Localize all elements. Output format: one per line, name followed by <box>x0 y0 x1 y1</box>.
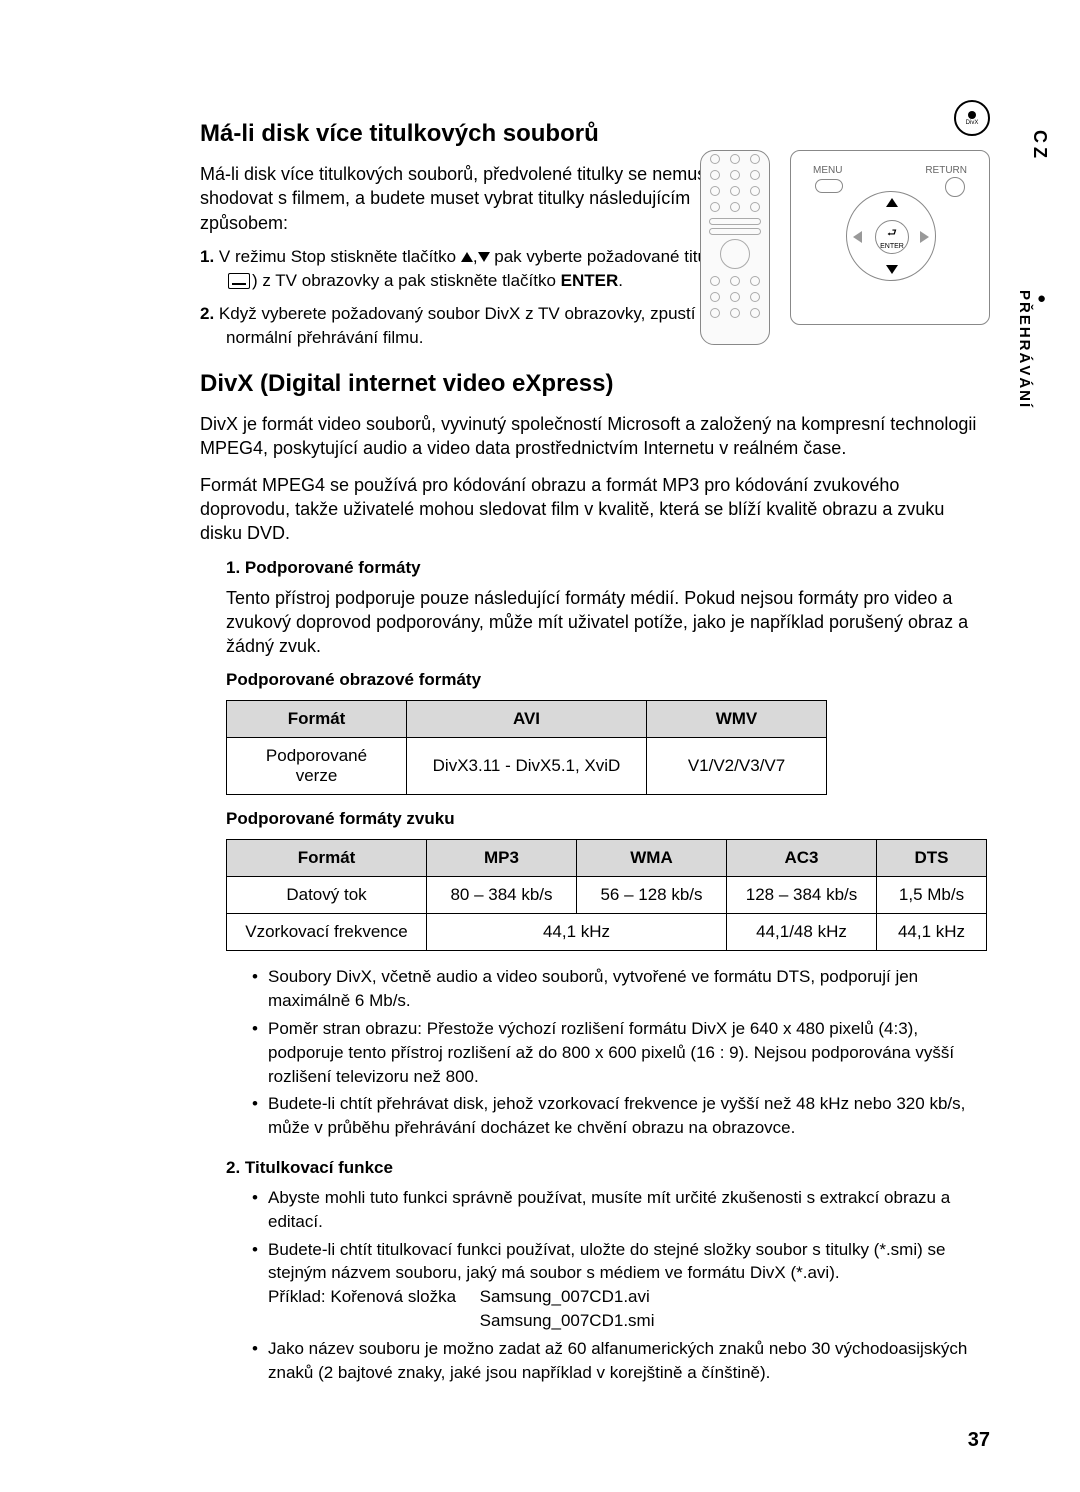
section1-title: Má-li disk více titulkových souborů <box>200 120 990 148</box>
down-arrow-icon <box>478 252 490 262</box>
t2-h1: MP3 <box>427 840 577 877</box>
notes-list-1: Soubory DivX, včetně audio a video soubo… <box>252 965 990 1140</box>
menu-button-icon <box>815 179 843 193</box>
return-label: RETURN <box>925 165 967 176</box>
t2-r1c0: Datový tok <box>227 877 427 914</box>
t2-r1c3: 128 – 384 kb/s <box>727 877 877 914</box>
note2-c: Jako název souboru je možno zadat až 60 … <box>252 1337 990 1385</box>
section1-step1: 1. V režimu Stop stiskněte tlačítko , pa… <box>200 245 760 293</box>
t1-r0c0: Podporované verze <box>227 738 407 795</box>
t2-h4: DTS <box>877 840 987 877</box>
audio-formats-table: Formát MP3 WMA AC3 DTS Datový tok 80 – 3… <box>226 839 987 951</box>
return-button-icon <box>945 177 965 197</box>
side-tab-language: CZ <box>1029 130 1050 162</box>
t2-r1c2: 56 – 128 kb/s <box>577 877 727 914</box>
section2-p2: Formát MPEG4 se používá pro kódování obr… <box>200 473 990 546</box>
t2-h3: AC3 <box>727 840 877 877</box>
t2-r2c0: Vzorkovací frekvence <box>227 914 427 951</box>
t2-r1c1: 80 – 384 kb/s <box>427 877 577 914</box>
section2-p1: DivX je formát video souborů, vyvinutý s… <box>200 412 990 461</box>
t2-r2c4: 44,1 kHz <box>877 914 987 951</box>
divx-disc-icon: DivX <box>954 100 990 136</box>
subtitle-function-heading: 2. Titulkovací funkce <box>226 1158 990 1178</box>
video-formats-table: Formát AVI WMV Podporované verze DivX3.1… <box>226 700 827 795</box>
t1-h1: AVI <box>407 701 647 738</box>
note2-b: Budete-li chtít titulkovací funkci použí… <box>252 1238 990 1333</box>
note-1: Soubory DivX, včetně audio a video soubo… <box>252 965 990 1013</box>
t2-r2-merged: 44,1 kHz <box>427 914 727 951</box>
t1-r0c2: V1/V2/V3/V7 <box>647 738 827 795</box>
note-3: Budete-li chtít přehrávat disk, jehož vz… <box>252 1092 990 1140</box>
remote-nav-detail: MENU RETURN ⮐ ENTER <box>790 150 990 325</box>
section1-intro: Má-li disk více titulkových souborů, pře… <box>200 162 760 235</box>
note2-a: Abyste mohli tuto funkci správně používa… <box>252 1186 990 1234</box>
supported-formats-heading: 1. Podporované formáty <box>226 558 990 578</box>
section1-step2: 2. Když vyberete požadovaný soubor DivX … <box>200 302 760 350</box>
t1-h0: Formát <box>227 701 407 738</box>
t1-h2: WMV <box>647 701 827 738</box>
t2-r1c4: 1,5 Mb/s <box>877 877 987 914</box>
notes-list-2: Abyste mohli tuto funkci správně používa… <box>252 1186 990 1384</box>
menu-label: MENU <box>813 165 842 176</box>
section2-title: DivX (Digital internet video eXpress) <box>200 370 990 398</box>
remote-body-icon <box>700 150 770 345</box>
subtitle-icon <box>228 273 250 289</box>
up-arrow-icon <box>461 252 473 262</box>
t1-r0c1: DivX3.11 - DivX5.1, XviD <box>407 738 647 795</box>
supported-formats-text: Tento přístroj podporuje pouze následují… <box>200 586 990 659</box>
note-2: Poměr stran obrazu: Přestože výchozí roz… <box>252 1017 990 1088</box>
t2-h0: Formát <box>227 840 427 877</box>
t2-h2: WMA <box>577 840 727 877</box>
video-formats-label: Podporované obrazové formáty <box>226 670 990 690</box>
page-number: 37 <box>968 1429 990 1452</box>
audio-formats-label: Podporované formáty zvuku <box>226 809 990 829</box>
side-tab-section: PŘEHRÁVÁNÍ <box>1016 290 1050 409</box>
t2-r2c3: 44,1/48 kHz <box>727 914 877 951</box>
remote-diagram: MENU RETURN ⮐ ENTER <box>700 150 990 345</box>
nav-ring-icon: ⮐ ENTER <box>846 191 936 281</box>
